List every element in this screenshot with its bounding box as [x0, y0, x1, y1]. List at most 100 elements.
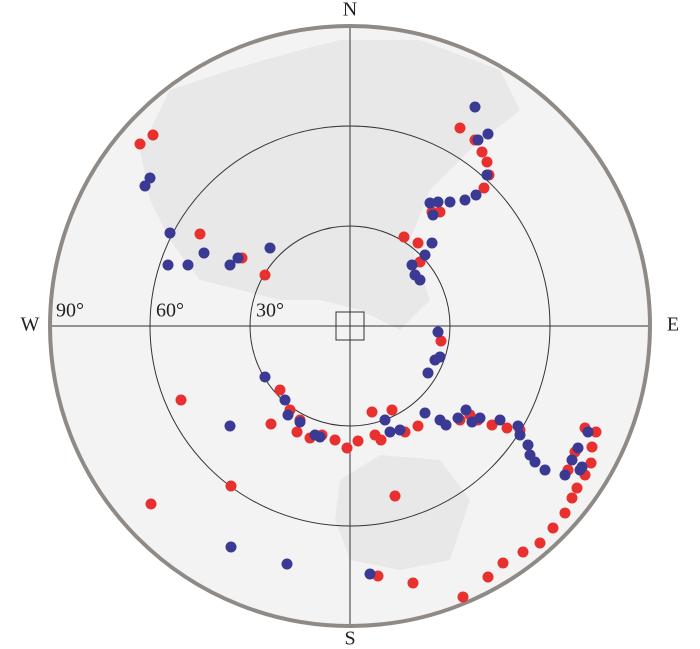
- point: [481, 169, 493, 181]
- point: [352, 435, 364, 447]
- point: [457, 591, 469, 603]
- point: [386, 404, 398, 416]
- point: [282, 409, 294, 421]
- point: [470, 189, 482, 201]
- point: [224, 259, 236, 271]
- point: [224, 420, 236, 432]
- point: [291, 426, 303, 438]
- point: [412, 420, 424, 432]
- point: [547, 522, 559, 534]
- point: [175, 394, 187, 406]
- point: [572, 442, 584, 454]
- point: [144, 172, 156, 184]
- south-label: S: [344, 628, 355, 649]
- point: [481, 156, 493, 168]
- point: [389, 490, 401, 502]
- point: [314, 431, 326, 443]
- point: [182, 259, 194, 271]
- point: [539, 464, 551, 476]
- point: [407, 577, 419, 589]
- point: [419, 407, 431, 419]
- point: [476, 146, 488, 158]
- point: [164, 227, 176, 239]
- point: [422, 367, 434, 379]
- point: [482, 571, 494, 583]
- point: [369, 429, 381, 441]
- point: [582, 426, 594, 438]
- point: [145, 498, 157, 510]
- east-label: E: [667, 314, 679, 336]
- point: [494, 414, 506, 426]
- point: [497, 557, 509, 569]
- point: [469, 101, 481, 113]
- point: [379, 414, 391, 426]
- ring: [48, 24, 652, 628]
- point: [384, 426, 396, 438]
- point: [264, 242, 276, 254]
- point: [486, 419, 498, 431]
- point: [232, 252, 244, 264]
- point: [517, 546, 529, 558]
- point: [265, 418, 277, 430]
- point: [274, 384, 286, 396]
- point: [225, 480, 237, 492]
- point: [435, 335, 447, 347]
- point: [414, 274, 426, 286]
- point: [139, 180, 151, 192]
- point: [452, 412, 464, 424]
- point: [259, 269, 271, 281]
- point: [341, 442, 353, 454]
- point: [566, 492, 578, 504]
- point: [590, 426, 602, 438]
- ring: [249, 225, 451, 427]
- point: [522, 439, 534, 451]
- west-label: W: [21, 314, 40, 336]
- point: [524, 449, 536, 461]
- point: [329, 434, 341, 446]
- point: [534, 537, 546, 549]
- point: [432, 196, 444, 208]
- point: [279, 394, 291, 406]
- point: [147, 129, 159, 141]
- point: [426, 237, 438, 249]
- center-square: [335, 311, 365, 341]
- ring-label: 30°: [256, 300, 284, 322]
- point: [412, 237, 424, 249]
- point: [444, 196, 456, 208]
- point: [225, 541, 237, 553]
- point: [259, 371, 271, 383]
- point: [482, 128, 494, 140]
- point: [459, 194, 471, 206]
- point: [281, 558, 293, 570]
- point: [134, 138, 146, 150]
- point: [585, 457, 597, 469]
- point: [427, 209, 439, 221]
- point: [406, 259, 418, 271]
- point: [424, 197, 436, 209]
- point: [429, 354, 441, 366]
- point: [559, 469, 571, 481]
- point: [472, 134, 484, 146]
- north-label: N: [343, 0, 357, 21]
- ring-label: 60°: [156, 300, 184, 322]
- point: [574, 464, 586, 476]
- point: [394, 424, 406, 436]
- point: [454, 122, 466, 134]
- point: [460, 404, 472, 416]
- point: [198, 247, 210, 259]
- point: [512, 420, 524, 432]
- point: [514, 429, 526, 441]
- point: [474, 412, 486, 424]
- point: [398, 231, 410, 243]
- point: [162, 259, 174, 271]
- ring: [149, 125, 551, 527]
- point: [364, 568, 376, 580]
- point: [432, 326, 444, 338]
- point: [419, 249, 431, 261]
- point: [194, 228, 206, 240]
- point: [559, 507, 571, 519]
- point: [366, 406, 378, 418]
- point: [294, 416, 306, 428]
- point: [440, 419, 452, 431]
